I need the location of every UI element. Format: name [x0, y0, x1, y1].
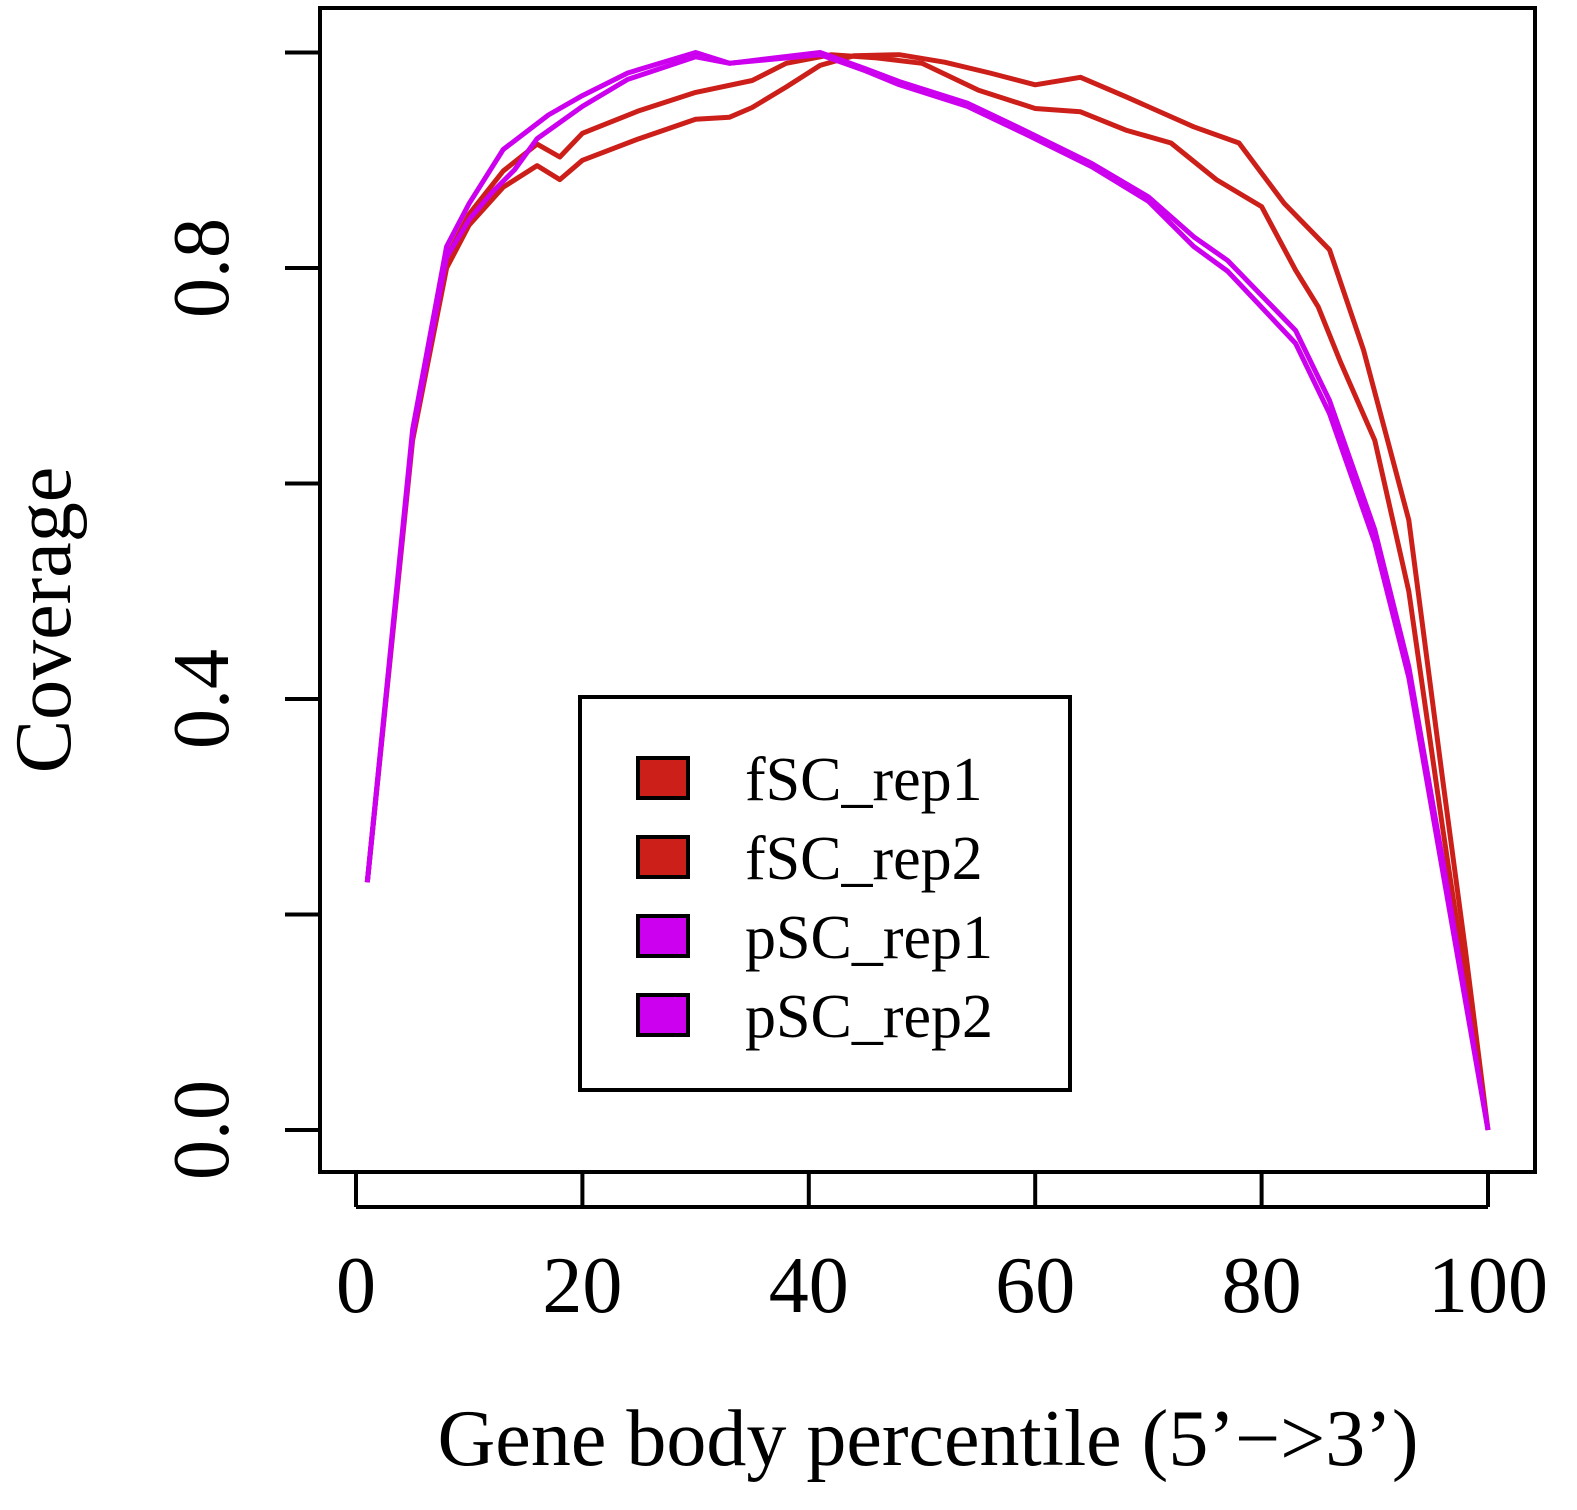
- series-lines: [364, 50, 1491, 1131]
- x-tick-label: 40: [769, 1242, 849, 1330]
- legend-swatch: [636, 756, 690, 800]
- x-axis-label: Gene body percentile (5’−>3’): [438, 1395, 1419, 1483]
- y-axis-label: Coverage: [0, 467, 88, 774]
- series-line-pSC_rep2: [364, 52, 1491, 1131]
- legend: fSC_rep1 fSC_rep2 pSC_rep1 pSC_rep2: [578, 695, 1072, 1092]
- legend-label: fSC_rep2: [745, 825, 983, 893]
- x-tick-label: 60: [995, 1242, 1075, 1330]
- series-line-fSC_rep1: [364, 52, 1491, 1131]
- legend-label: pSC_rep1: [745, 904, 993, 972]
- x-tick-label: 20: [542, 1242, 622, 1330]
- legend-label: fSC_rep1: [745, 746, 983, 814]
- y-tick-label: 0.0: [158, 1080, 246, 1180]
- y-tick-label: 0.4: [158, 649, 246, 749]
- legend-label: pSC_rep2: [745, 983, 993, 1051]
- x-tick-label: 80: [1222, 1242, 1302, 1330]
- x-tick-label: 0: [336, 1242, 376, 1330]
- y-tick-label: 0.8: [158, 218, 246, 318]
- legend-swatch: [636, 835, 690, 879]
- legend-swatch: [636, 914, 690, 958]
- axes: 0 20 40 60 80 100 0.0 0.4 0.8: [158, 50, 1548, 1330]
- legend-swatch: [636, 993, 690, 1037]
- x-tick-label: 100: [1428, 1242, 1548, 1330]
